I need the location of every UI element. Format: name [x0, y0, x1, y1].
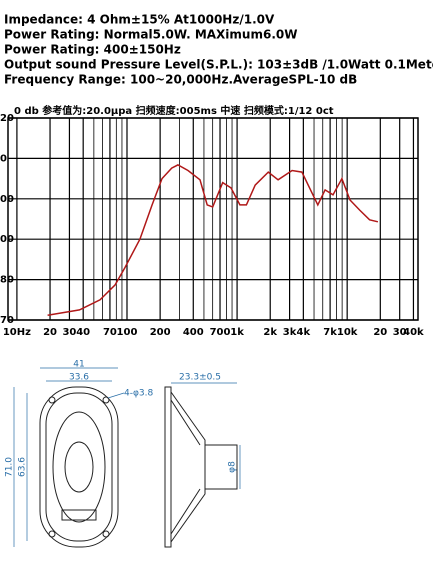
spec-line: Output sound Pressure Level(S.P.L.): 103… [4, 58, 433, 72]
x-tick-label: 30 [62, 327, 76, 338]
dome [64, 441, 94, 493]
y-tick-label: 00 [0, 194, 14, 205]
cone [52, 411, 106, 523]
dim-label: 33.6 [69, 373, 89, 383]
hole [48, 530, 56, 538]
x-tick-label: 7k [323, 327, 337, 338]
x-tick-label: 10Hz [3, 327, 31, 338]
frame [170, 391, 206, 543]
y-tick-label: 70 [0, 315, 14, 326]
x-tick-label: 2k [263, 327, 277, 338]
dim-label: 71.0 [5, 457, 15, 477]
x-tick-label: 1k [230, 327, 244, 338]
spec-line: Power Rating: Normal5.0W. MAXimum6.0W [4, 28, 297, 42]
cone [170, 399, 201, 535]
y-tick-label: 20 [0, 113, 14, 124]
magnet [204, 444, 238, 490]
dim-label: φ8 [228, 461, 238, 473]
x-tick-label: 100 [117, 327, 138, 338]
x-tick-label: 4k [297, 327, 311, 338]
x-tick-label: 30 [393, 327, 407, 338]
terminal [61, 509, 97, 521]
x-tick-label: 70 [103, 327, 117, 338]
side-view: 23.3±0.5 φ8 [164, 373, 241, 548]
spec-line: Impedance: 4 Ohm±15% At1000Hz/1.0V [4, 13, 275, 27]
outline [45, 392, 113, 542]
x-tick-label: 200 [150, 327, 171, 338]
x-tick-label: 3k [283, 327, 297, 338]
y-tick-label: 0 [0, 153, 7, 164]
x-tick-label: 700 [210, 327, 231, 338]
dim-label: 23.3±0.5 [179, 373, 221, 383]
dim-label: 41 [73, 360, 84, 370]
dim-line [107, 392, 125, 399]
response-curve [47, 164, 379, 316]
y-tick-label: 00 [0, 234, 14, 245]
outline [39, 386, 119, 548]
hole [102, 530, 110, 538]
flange [164, 386, 172, 548]
spec-line: Frequency Range: 100~20,000Hz.AverageSPL… [4, 73, 357, 87]
dim-label: 63.6 [18, 457, 28, 477]
y-tick-label: 80 [0, 275, 14, 286]
dim-label: 4-φ3.8 [124, 389, 153, 399]
x-tick-label: 20 [43, 327, 57, 338]
hole [102, 396, 110, 404]
x-tick-label: 20 [373, 327, 387, 338]
spec-line: Power Rating: 400±150Hz [4, 43, 181, 57]
x-tick-label: 10k [337, 327, 358, 338]
hole [48, 396, 56, 404]
specs: Impedance: 4 Ohm±15% At1000Hz/1.0V Power… [4, 13, 433, 87]
x-tick-label: 400 [183, 327, 204, 338]
front-view: 41 33.6 4-φ3.8 71.0 63.6 [5, 360, 153, 548]
x-tick-label: 40k [403, 327, 424, 338]
x-tick-label: 40 [76, 327, 90, 338]
chart-header: 0 db 参考值为:20.0μpa 扫频速度:005ms 中速 扫频模式:1/1… [14, 104, 334, 117]
